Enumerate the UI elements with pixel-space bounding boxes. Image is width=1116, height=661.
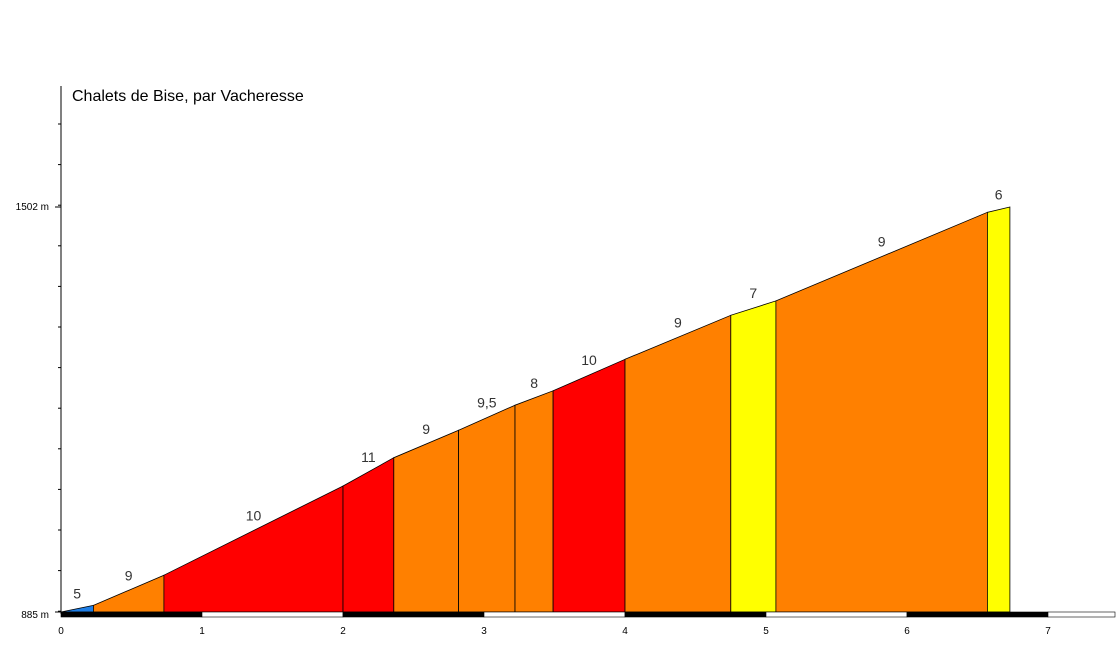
segment-9	[730, 300, 777, 613]
x-tick-label-4: 4	[622, 626, 628, 637]
y-tick-label-min: 885 m	[21, 610, 49, 621]
x-tick-label-3: 3	[481, 626, 487, 637]
segment-label-0: 5	[73, 586, 81, 602]
segment-4	[393, 429, 460, 613]
segment-8	[624, 314, 732, 613]
x-tick-label-5: 5	[763, 626, 769, 637]
segment-label-1: 9	[125, 567, 133, 583]
segment-label-10: 9	[878, 234, 886, 250]
segment-11	[987, 206, 1011, 613]
segment-label-3: 11	[361, 449, 376, 465]
segment-label-8: 9	[674, 314, 682, 330]
y-axis-ticks	[55, 123, 61, 613]
x-distance-bar	[60, 611, 1116, 618]
segment-5	[458, 404, 516, 613]
segment-label-2: 10	[246, 508, 262, 524]
segment-label-11: 6	[995, 187, 1003, 203]
distance-bar-km-3	[483, 611, 626, 618]
distance-bar-km-5	[765, 611, 908, 618]
distance-bar-km-2	[342, 611, 485, 618]
x-tick-label-1: 1	[199, 626, 205, 637]
segment-label-6: 8	[530, 375, 538, 391]
segment-3	[342, 457, 395, 613]
segment-label-5: 9,5	[477, 395, 497, 411]
segment-6	[514, 390, 554, 613]
gradient-segments	[60, 206, 1011, 613]
distance-bar-km-0	[60, 611, 203, 618]
x-tick-label-2: 2	[340, 626, 346, 637]
x-tick-label-0: 0	[58, 626, 64, 637]
distance-bar-km-4	[624, 611, 767, 618]
distance-bar-km-1	[201, 611, 344, 618]
segment-2	[163, 485, 344, 613]
y-tick-label-max: 1502 m	[16, 202, 49, 213]
segment-label-4: 9	[422, 421, 430, 437]
x-axis-ticks: 0 1 2 3 4 5 6 7	[58, 626, 1051, 637]
distance-bar-km-6	[906, 611, 1049, 618]
segment-10	[775, 211, 988, 613]
segment-0	[60, 604, 94, 613]
segment-7	[552, 358, 626, 613]
x-tick-label-7: 7	[1045, 626, 1051, 637]
segment-label-9: 7	[749, 285, 757, 301]
chart-title: Chalets de Bise, par Vacheresse	[72, 88, 304, 105]
gradient-labels: 5 9 10 11 9 9,5 8 10 9 7 9 6	[73, 187, 1003, 602]
distance-bar-km-7	[1047, 611, 1116, 618]
x-tick-label-6: 6	[904, 626, 910, 637]
segment-label-7: 10	[581, 352, 597, 368]
